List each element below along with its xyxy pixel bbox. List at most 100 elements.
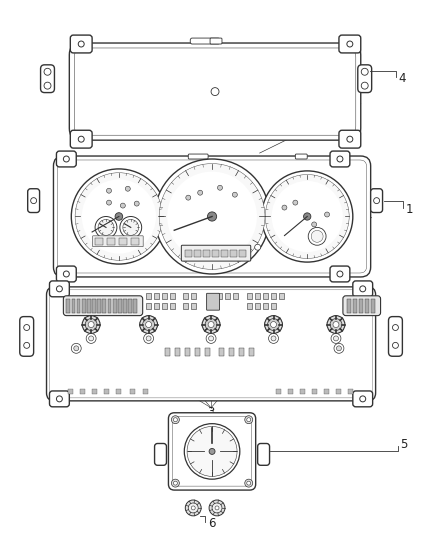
Bar	[324, 389, 329, 394]
Circle shape	[282, 205, 287, 210]
FancyBboxPatch shape	[169, 413, 256, 490]
Bar	[191, 303, 196, 309]
Circle shape	[171, 479, 179, 487]
Bar	[130, 389, 135, 394]
Circle shape	[337, 271, 343, 277]
Bar	[247, 303, 252, 309]
Circle shape	[272, 181, 343, 252]
Circle shape	[336, 346, 341, 351]
Bar	[226, 293, 230, 299]
Circle shape	[191, 506, 195, 510]
Bar	[170, 303, 175, 309]
FancyBboxPatch shape	[295, 154, 307, 159]
Bar	[146, 293, 151, 299]
FancyBboxPatch shape	[339, 130, 361, 148]
Circle shape	[392, 325, 399, 330]
Bar	[229, 349, 234, 356]
Circle shape	[171, 416, 179, 424]
Circle shape	[78, 136, 84, 142]
Circle shape	[254, 244, 261, 250]
Circle shape	[98, 220, 114, 236]
Bar	[288, 389, 293, 394]
Bar	[255, 303, 260, 309]
Circle shape	[82, 316, 100, 334]
Bar	[108, 299, 111, 313]
Bar	[95, 238, 103, 245]
Circle shape	[311, 230, 323, 243]
FancyBboxPatch shape	[46, 287, 376, 401]
FancyBboxPatch shape	[339, 35, 361, 53]
FancyBboxPatch shape	[28, 189, 39, 213]
Circle shape	[337, 156, 343, 162]
Bar	[255, 293, 260, 299]
Circle shape	[144, 334, 154, 343]
Text: 1: 1	[405, 203, 413, 216]
Bar	[97, 299, 101, 313]
Bar	[162, 293, 167, 299]
Bar	[300, 389, 305, 394]
Circle shape	[360, 396, 366, 402]
Circle shape	[271, 321, 276, 327]
Circle shape	[325, 212, 329, 217]
Circle shape	[245, 416, 253, 424]
Bar	[271, 293, 276, 299]
Circle shape	[75, 173, 162, 260]
Bar	[195, 349, 200, 356]
Bar	[118, 299, 122, 313]
Bar	[219, 349, 224, 356]
Circle shape	[173, 481, 177, 485]
Bar	[276, 389, 282, 394]
Circle shape	[88, 336, 94, 341]
Bar	[183, 303, 188, 309]
Bar	[104, 389, 109, 394]
Circle shape	[184, 424, 240, 479]
Bar	[116, 389, 121, 394]
Bar	[68, 389, 73, 394]
Text: 3: 3	[207, 406, 215, 419]
FancyBboxPatch shape	[92, 236, 143, 247]
Bar	[162, 303, 167, 309]
Circle shape	[140, 316, 158, 334]
Circle shape	[173, 418, 177, 422]
Circle shape	[261, 171, 353, 262]
FancyBboxPatch shape	[173, 417, 252, 486]
FancyBboxPatch shape	[330, 151, 350, 167]
Circle shape	[347, 41, 353, 47]
FancyBboxPatch shape	[358, 65, 372, 93]
Circle shape	[143, 319, 155, 330]
Text: 6: 6	[208, 518, 215, 530]
FancyBboxPatch shape	[74, 48, 356, 135]
FancyBboxPatch shape	[49, 391, 69, 407]
Bar	[146, 303, 151, 309]
FancyBboxPatch shape	[64, 296, 143, 316]
Circle shape	[146, 321, 152, 327]
FancyBboxPatch shape	[389, 317, 403, 356]
Bar	[371, 299, 374, 313]
Circle shape	[198, 190, 203, 195]
Circle shape	[187, 426, 237, 477]
Circle shape	[71, 343, 81, 353]
Bar	[249, 349, 254, 356]
FancyBboxPatch shape	[155, 443, 166, 465]
Circle shape	[123, 220, 139, 236]
Circle shape	[88, 321, 94, 327]
Bar	[102, 299, 106, 313]
Bar	[239, 349, 244, 356]
Text: 5: 5	[400, 438, 408, 451]
Circle shape	[360, 286, 366, 292]
Circle shape	[31, 198, 37, 204]
FancyBboxPatch shape	[190, 38, 220, 44]
Bar	[359, 299, 363, 313]
Circle shape	[330, 319, 342, 330]
Bar	[154, 303, 159, 309]
Circle shape	[247, 481, 251, 485]
Circle shape	[327, 316, 345, 334]
Bar	[230, 250, 237, 257]
Bar	[239, 250, 246, 257]
Circle shape	[185, 500, 201, 516]
Circle shape	[361, 68, 368, 75]
Circle shape	[245, 479, 253, 487]
Circle shape	[134, 201, 139, 206]
Circle shape	[265, 174, 349, 259]
Bar	[128, 299, 132, 313]
